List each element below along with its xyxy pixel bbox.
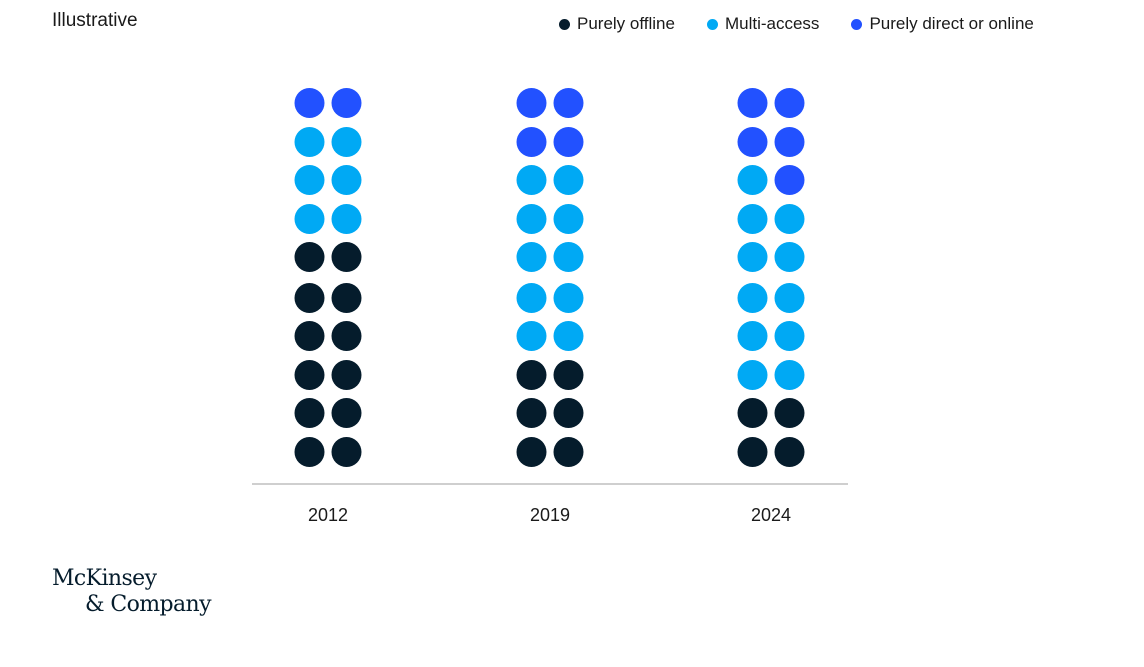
dot-2012-offline (331, 242, 362, 272)
dot-2019-multi (516, 242, 547, 272)
legend-label-multi-access: Multi-access (724, 14, 820, 33)
legend-item-online: Purely direct or online (851, 14, 1034, 34)
dot-2019-offline (516, 437, 547, 467)
illustrative-note: Illustrative (52, 10, 138, 31)
logo-line-2: & Company (85, 592, 212, 617)
dot-2024-multi (774, 204, 805, 234)
dot-2019-multi (516, 204, 547, 234)
dot-2019-offline (553, 360, 584, 390)
dot-2019-multi (553, 242, 584, 272)
legend-swatch-online (851, 18, 863, 30)
x-tick-label-2012: 2012 (308, 505, 348, 525)
mckinsey-logo: McKinsey & Company (52, 566, 212, 618)
dot-2012-online (331, 88, 362, 118)
dot-2024-online (774, 165, 805, 195)
x-tick-label-2019: 2019 (530, 505, 570, 525)
dot-2012-multi (331, 165, 362, 195)
dot-2012-offline (331, 437, 362, 467)
dot-2019-multi (516, 321, 547, 351)
dot-2019-offline (553, 398, 584, 428)
dot-2019-online (553, 88, 584, 118)
dot-2019-multi (516, 165, 547, 195)
dot-2019-offline (516, 398, 547, 428)
dot-2019-multi (553, 204, 584, 234)
dot-2012-offline (294, 242, 325, 272)
dot-2019-offline (553, 437, 584, 467)
dot-2019-online (516, 88, 547, 118)
logo-line-1: McKinsey (52, 566, 157, 591)
legend-label-online: Purely direct or online (869, 14, 1034, 33)
x-tick-label-2024: 2024 (751, 505, 791, 525)
dot-2012-offline (294, 321, 325, 351)
dot-2012-offline (331, 398, 362, 428)
dot-2024-online (774, 88, 805, 118)
legend-item-multi-access: Multi-access (706, 14, 820, 34)
dot-2019-online (516, 127, 547, 157)
dot-2024-multi (737, 360, 768, 390)
dot-2012-multi (331, 127, 362, 157)
dot-2012-multi (331, 204, 362, 234)
dot-2012-multi (294, 165, 325, 195)
dot-2024-multi (737, 204, 768, 234)
dot-2012-offline (331, 283, 362, 313)
dot-2024-multi (774, 360, 805, 390)
dot-2012-offline (294, 360, 325, 390)
dot-2024-offline (774, 398, 805, 428)
legend-label-offline: Purely offline (577, 14, 675, 33)
dot-2019-multi (516, 283, 547, 313)
dot-2019-multi (553, 283, 584, 313)
dot-2024-offline (737, 398, 768, 428)
legend: Purely offline Multi-access Purely direc… (559, 14, 1034, 34)
dot-2019-offline (516, 360, 547, 390)
dot-2012-offline (331, 360, 362, 390)
dot-2024-offline (774, 437, 805, 467)
dot-2019-multi (553, 321, 584, 351)
dot-2024-multi (737, 165, 768, 195)
dot-2012-multi (294, 127, 325, 157)
dot-2024-multi (774, 321, 805, 351)
dot-2012-offline (294, 283, 325, 313)
dot-2012-offline (331, 321, 362, 351)
legend-swatch-offline (559, 18, 570, 30)
dot-matrix-chart: 2012 2019 2024 (252, 88, 848, 525)
dot-2012-offline (294, 398, 325, 428)
dot-2024-multi (737, 321, 768, 351)
dot-2024-online (737, 127, 768, 157)
dot-2012-offline (294, 437, 325, 467)
dot-2024-online (737, 88, 768, 118)
dot-2012-online (294, 88, 325, 118)
dot-2019-multi (553, 165, 584, 195)
dot-2012-multi (294, 204, 325, 234)
dot-2019-online (553, 127, 584, 157)
legend-item-offline: Purely offline (559, 14, 675, 34)
legend-swatch-multi-access (706, 18, 718, 30)
dot-2024-multi (774, 242, 805, 272)
dot-2024-multi (737, 242, 768, 272)
dot-2024-multi (737, 283, 768, 313)
dot-2024-online (774, 127, 805, 157)
dot-2024-multi (774, 283, 805, 313)
dot-2024-offline (737, 437, 768, 467)
